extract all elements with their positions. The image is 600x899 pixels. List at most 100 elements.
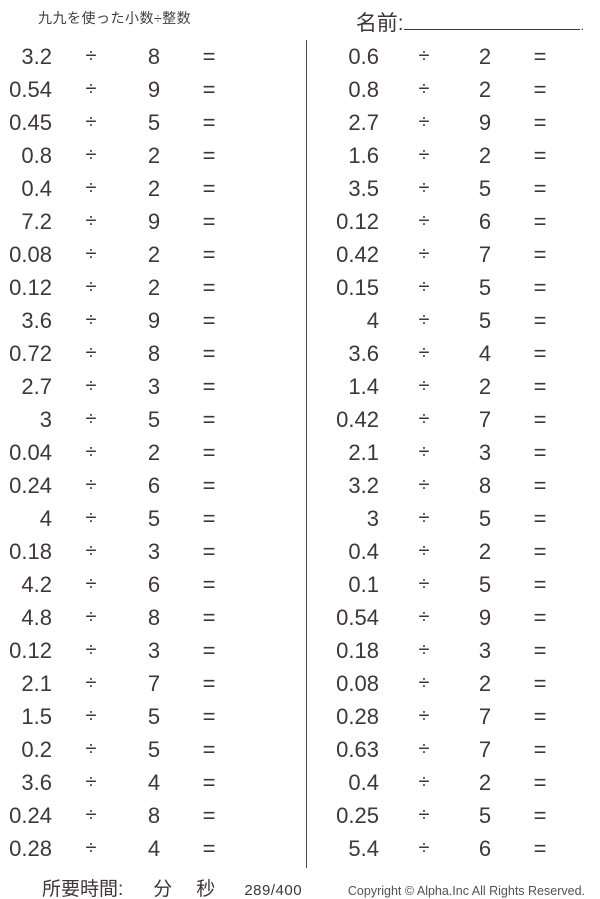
problem-row: 0.42 ÷ 7 = [307,403,600,436]
problem-row: 3.6 ÷ 9 = [0,304,306,337]
division-operator: ÷ [418,276,430,298]
division-operator: ÷ [418,705,430,727]
dividend-value: 4 [366,307,379,333]
division-operator: ÷ [418,441,430,463]
division-operator: ÷ [85,441,97,463]
dividend-value: 0.4 [348,538,379,564]
problem-row: 3.6 ÷ 4 = [307,337,600,370]
dividend-value: 0.25 [336,802,379,828]
dividend-value: 3 [39,406,52,432]
equals-sign: = [533,538,547,564]
equals-sign: = [533,109,547,135]
division-operator: ÷ [85,507,97,529]
divisor-value: 9 [147,307,161,333]
name-input-line [403,6,580,30]
dividend-value: 0.2 [21,736,52,762]
problem-row: 3.2 ÷ 8 = [307,469,600,502]
division-operator: ÷ [418,474,430,496]
dividend-value: 3.5 [348,175,379,201]
divisor-value: 5 [478,274,492,300]
equals-sign: = [533,175,547,201]
division-operator: ÷ [85,408,97,430]
problem-row: 0.8 ÷ 2 = [307,73,600,106]
division-operator: ÷ [85,672,97,694]
divisor-value: 9 [147,208,161,234]
divisor-value: 5 [147,505,161,531]
dividend-value: 0.28 [9,835,52,861]
dividend-value: 0.28 [336,703,379,729]
divisor-value: 5 [478,505,492,531]
name-line-period: . [580,19,584,33]
divisor-value: 8 [147,340,161,366]
division-operator: ÷ [85,771,97,793]
problem-row: 0.4 ÷ 2 = [307,766,600,799]
dividend-value: 4.2 [21,571,52,597]
problem-row: 0.28 ÷ 7 = [307,700,600,733]
dividend-value: 0.54 [9,76,52,102]
dividend-value: 1.4 [348,373,379,399]
problem-row: 1.4 ÷ 2 = [307,370,600,403]
divisor-value: 3 [147,538,161,564]
time-field: 所要時間: 分 秒 [42,874,218,899]
equals-sign: = [202,43,216,69]
equals-sign: = [202,538,216,564]
equals-sign: = [533,802,547,828]
time-label: 所要時間: [42,879,124,899]
page-title: 九九を使った小数÷整数 [38,10,192,26]
divisor-value: 8 [147,43,161,69]
divisor-value: 8 [147,802,161,828]
equals-sign: = [202,109,216,135]
division-operator: ÷ [85,639,97,661]
divisor-value: 9 [478,604,492,630]
divisor-value: 2 [478,670,492,696]
divisor-value: 4 [478,340,492,366]
divisor-value: 6 [147,571,161,597]
divisor-value: 3 [147,637,161,663]
division-operator: ÷ [418,639,430,661]
division-operator: ÷ [418,408,430,430]
divisor-value: 7 [478,406,492,432]
equals-sign: = [533,472,547,498]
divisor-value: 5 [147,109,161,135]
division-operator: ÷ [85,111,97,133]
problem-row: 2.7 ÷ 9 = [307,106,600,139]
divisor-value: 2 [478,43,492,69]
dividend-value: 3 [366,505,379,531]
divisor-value: 2 [478,142,492,168]
division-operator: ÷ [418,78,430,100]
problem-row: 2.1 ÷ 7 = [0,667,306,700]
problem-row: 0.24 ÷ 8 = [0,799,306,832]
problem-row: 3.5 ÷ 5 = [307,172,600,205]
dividend-value: 1.6 [348,142,379,168]
division-operator: ÷ [418,45,430,67]
problem-row: 0.28 ÷ 4 = [0,832,306,865]
divisor-value: 2 [147,439,161,465]
divisor-value: 6 [478,208,492,234]
divisor-value: 7 [478,736,492,762]
equals-sign: = [202,142,216,168]
divisor-value: 2 [478,76,492,102]
copyright-notice: Copyright © Alpha.Inc All Rights Reserve… [347,884,585,898]
dividend-value: 3.6 [21,769,52,795]
problem-row: 0.72 ÷ 8 = [0,337,306,370]
dividend-value: 2.7 [348,109,379,135]
equals-sign: = [202,736,216,762]
seconds-unit-label: 秒 [196,879,216,899]
divisor-value: 2 [478,538,492,564]
division-operator: ÷ [418,210,430,232]
divisor-value: 2 [147,274,161,300]
dividend-value: 0.15 [336,274,379,300]
equals-sign: = [533,373,547,399]
problem-row: 0.15 ÷ 5 = [307,271,600,304]
equals-sign: = [533,241,547,267]
division-operator: ÷ [418,144,430,166]
dividend-value: 3.6 [348,340,379,366]
equals-sign: = [202,835,216,861]
dividend-value: 2.7 [21,373,52,399]
problems-area: 3.2 ÷ 8 = 0.54 ÷ 9 = 0.45 ÷ 5 = 0.8 ÷ 2 = 0.4 ÷ 2 = 7.2 ÷ 9 = 0.… [0,40,600,868]
division-operator: ÷ [85,804,97,826]
dividend-value: 5.4 [348,835,379,861]
problem-row: 0.12 ÷ 2 = [0,271,306,304]
division-operator: ÷ [418,606,430,628]
divisor-value: 2 [478,769,492,795]
